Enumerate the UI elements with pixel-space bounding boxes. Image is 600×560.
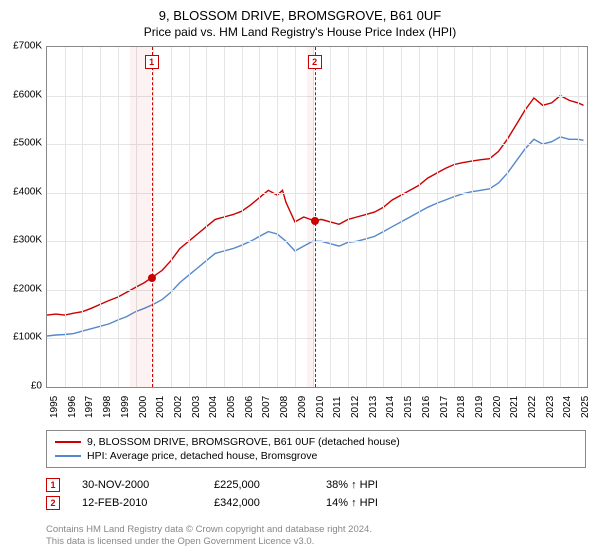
chart-subtitle: Price paid vs. HM Land Registry's House … [0,23,600,45]
y-tick-label: £200K [2,283,42,294]
x-tick-label: 2010 [315,396,326,418]
y-tick-label: £500K [2,138,42,149]
chart-marker-box: 1 [145,55,159,69]
x-tick-label: 2021 [509,396,520,418]
x-tick-label: 2014 [385,396,396,418]
legend-swatch [55,455,81,457]
x-tick-label: 2019 [474,396,485,418]
x-tick-label: 1996 [67,396,78,418]
chart-plot-area: 12 [46,46,588,388]
legend-swatch [55,441,81,443]
legend-box: 9, BLOSSOM DRIVE, BROMSGROVE, B61 0UF (d… [46,430,586,468]
x-tick-label: 2004 [208,396,219,418]
legend-row: HPI: Average price, detached house, Brom… [55,449,577,463]
legend-label: 9, BLOSSOM DRIVE, BROMSGROVE, B61 0UF (d… [87,436,400,448]
x-tick-label: 1998 [102,396,113,418]
x-tick-label: 2009 [297,396,308,418]
y-tick-label: £0 [2,381,42,392]
sale-marker-box: 1 [46,478,60,492]
sale-date: 12-FEB-2010 [82,497,192,509]
chart-marker-box: 2 [308,55,322,69]
x-tick-label: 2022 [527,396,538,418]
sale-marker-box: 2 [46,496,60,510]
footer-attribution: Contains HM Land Registry data © Crown c… [46,524,586,549]
sale-delta: 14% ↑ HPI [326,497,416,509]
x-tick-label: 2007 [261,396,272,418]
x-tick-label: 2016 [421,396,432,418]
y-tick-label: £600K [2,89,42,100]
y-tick-label: £400K [2,186,42,197]
x-tick-label: 1999 [120,396,131,418]
y-tick-label: £100K [2,332,42,343]
x-tick-label: 2011 [332,396,343,418]
sale-row: 2 12-FEB-2010 £342,000 14% ↑ HPI [46,494,586,512]
x-tick-label: 2013 [368,396,379,418]
footer-line: Contains HM Land Registry data © Crown c… [46,524,586,536]
x-tick-label: 2023 [545,396,556,418]
x-tick-label: 2003 [191,396,202,418]
sale-point [311,217,319,225]
x-tick-label: 2018 [456,396,467,418]
sale-row: 1 30-NOV-2000 £225,000 38% ↑ HPI [46,476,586,494]
sale-price: £225,000 [214,479,304,491]
x-tick-label: 2006 [244,396,255,418]
legend-row: 9, BLOSSOM DRIVE, BROMSGROVE, B61 0UF (d… [55,435,577,449]
x-tick-label: 2015 [403,396,414,418]
chart-title: 9, BLOSSOM DRIVE, BROMSGROVE, B61 0UF [0,0,600,23]
x-tick-label: 2012 [350,396,361,418]
x-tick-label: 2025 [580,396,591,418]
footer-line: This data is licensed under the Open Gov… [46,536,586,548]
x-tick-label: 1997 [84,396,95,418]
y-tick-label: £300K [2,235,42,246]
x-tick-label: 2017 [439,396,450,418]
x-tick-label: 2002 [173,396,184,418]
y-tick-label: £700K [2,41,42,52]
sale-point [148,274,156,282]
sale-date: 30-NOV-2000 [82,479,192,491]
x-tick-label: 2000 [138,396,149,418]
x-tick-label: 2008 [279,396,290,418]
x-tick-label: 2020 [492,396,503,418]
legend-label: HPI: Average price, detached house, Brom… [87,450,317,462]
x-tick-label: 2001 [155,396,166,418]
x-tick-label: 2005 [226,396,237,418]
sale-delta: 38% ↑ HPI [326,479,416,491]
sale-price: £342,000 [214,497,304,509]
x-tick-label: 1995 [49,396,60,418]
x-tick-label: 2024 [562,396,573,418]
sales-table: 1 30-NOV-2000 £225,000 38% ↑ HPI 2 12-FE… [46,476,586,512]
